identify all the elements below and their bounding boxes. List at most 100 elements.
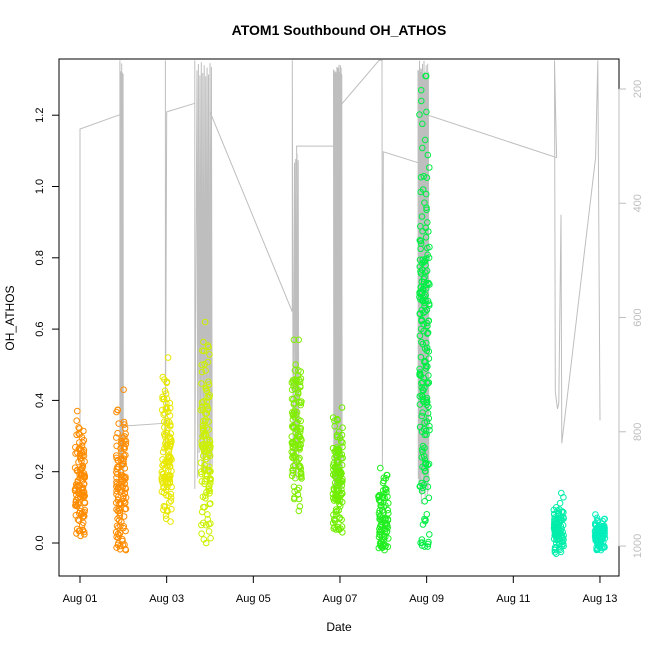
data-point	[336, 502, 344, 510]
data-point	[291, 451, 298, 459]
data-point	[71, 486, 79, 494]
data-point	[425, 348, 433, 355]
data-point	[201, 480, 208, 488]
data-point	[120, 418, 128, 426]
data-point	[560, 515, 567, 522]
data-point	[420, 278, 428, 286]
data-point	[556, 499, 564, 507]
data-point	[122, 546, 130, 554]
data-point	[558, 489, 565, 497]
data-point	[80, 480, 88, 488]
data-point	[290, 424, 298, 432]
data-point	[113, 522, 121, 530]
data-point	[206, 441, 213, 449]
data-point	[199, 422, 207, 430]
data-point	[198, 368, 206, 376]
data-point	[558, 516, 566, 524]
data-point	[198, 380, 205, 387]
data-point	[424, 151, 432, 159]
data-point	[418, 306, 426, 314]
data-point	[551, 511, 558, 518]
data-point	[198, 508, 206, 516]
data-point	[120, 472, 127, 480]
data-point	[289, 469, 297, 477]
data-point	[418, 338, 425, 346]
data-point	[291, 445, 299, 452]
data-point	[557, 522, 565, 530]
data-point	[333, 507, 341, 515]
x-tick-label: Aug 07	[323, 593, 358, 605]
x-tick-label: Aug 13	[583, 593, 618, 605]
data-point	[117, 500, 125, 508]
data-point	[422, 234, 430, 241]
data-point	[425, 403, 432, 411]
data-point	[161, 433, 169, 441]
data-point	[601, 524, 608, 532]
data-point	[419, 256, 427, 264]
data-point	[204, 394, 211, 401]
data-point	[202, 521, 210, 529]
data-point	[75, 517, 83, 525]
data-point	[114, 429, 121, 437]
data-point	[417, 240, 425, 247]
data-point	[420, 452, 428, 460]
right-tick-label: 200	[632, 80, 644, 98]
data-point	[336, 514, 344, 521]
data-point	[120, 386, 127, 394]
data-point	[203, 387, 211, 395]
data-point	[417, 353, 425, 361]
plot-area	[71, 59, 609, 558]
data-point	[423, 339, 430, 347]
data-point	[293, 420, 301, 427]
data-point	[80, 427, 87, 435]
y-tick-label: 1.2	[34, 108, 46, 123]
data-point	[419, 448, 426, 456]
data-point	[75, 424, 82, 431]
data-point	[159, 373, 167, 381]
data-point	[168, 456, 175, 463]
data-point	[206, 476, 213, 483]
data-point	[424, 330, 431, 337]
data-point	[296, 376, 303, 384]
data-point	[78, 449, 86, 456]
data-point	[207, 534, 214, 542]
y-axis: 0.0 0.2 0.4 0.6 0.8 1.0 1.2	[34, 108, 60, 551]
right-tick-label: 800	[632, 423, 644, 441]
data-point	[551, 549, 559, 556]
data-point	[113, 483, 120, 490]
data-point	[339, 529, 346, 536]
data-point	[420, 481, 428, 489]
data-point	[164, 474, 171, 481]
data-point	[201, 361, 208, 368]
data-point	[160, 502, 168, 510]
data-point	[385, 510, 392, 517]
data-point	[76, 471, 83, 478]
data-point	[296, 446, 304, 453]
data-point	[418, 536, 426, 543]
data-point	[290, 495, 298, 503]
data-point	[382, 485, 389, 492]
data-point	[207, 475, 214, 482]
data-point	[296, 433, 304, 440]
data-point	[416, 263, 424, 270]
data-point	[206, 436, 213, 444]
data-point	[122, 485, 130, 493]
data-point	[375, 493, 382, 500]
data-point	[416, 369, 424, 376]
data-point	[417, 86, 425, 94]
data-point	[424, 322, 431, 330]
data-point	[595, 542, 603, 549]
data-point	[425, 379, 433, 386]
data-point	[72, 502, 79, 509]
data-point	[422, 72, 429, 80]
data-point	[291, 488, 298, 495]
data-point	[425, 372, 432, 379]
data-point	[122, 494, 130, 501]
x-axis: Aug 01 Aug 03 Aug 05 Aug 07 Aug 09 Aug 11 Aug …	[63, 575, 618, 605]
data-point	[73, 417, 80, 425]
data-point	[421, 468, 429, 475]
data-point	[423, 206, 430, 214]
data-point	[592, 511, 599, 518]
data-point	[423, 399, 430, 406]
data-point	[329, 471, 337, 479]
